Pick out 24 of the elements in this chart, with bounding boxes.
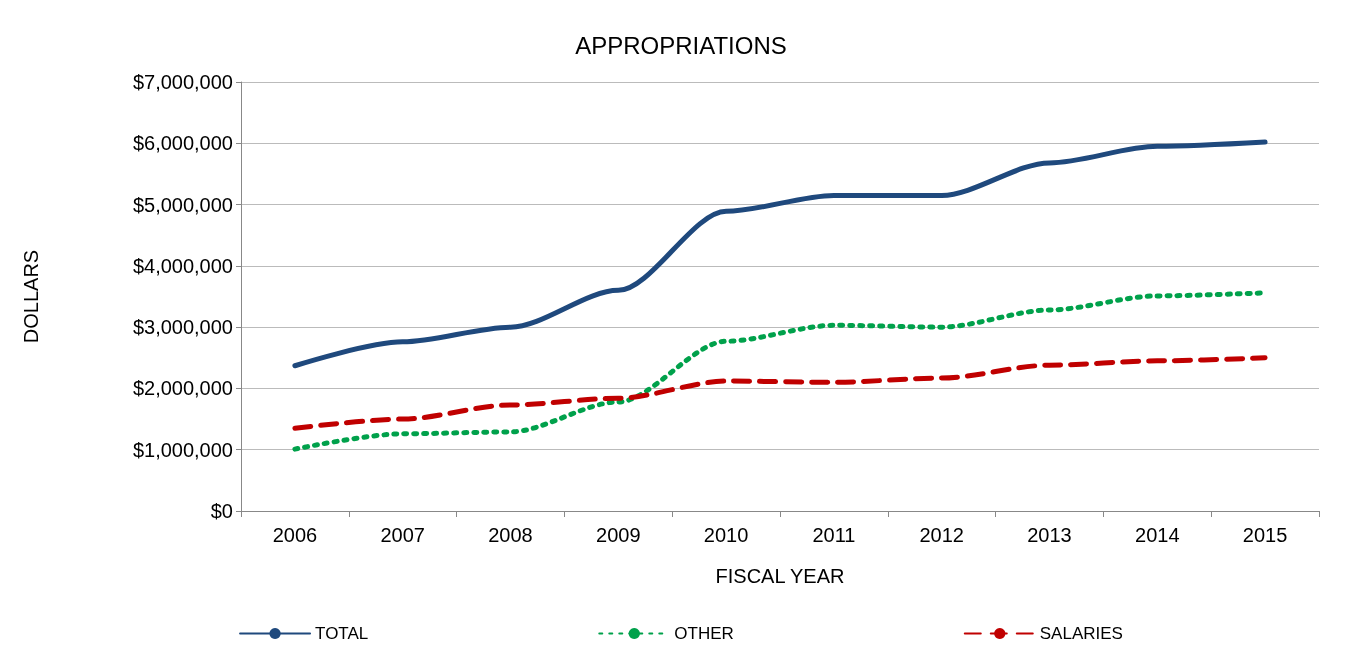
x-tick-label: 2009 xyxy=(596,524,641,546)
legend-label: OTHER xyxy=(674,624,734,643)
y-tick-label: $6,000,000 xyxy=(132,132,233,155)
x-tick-label: 2010 xyxy=(703,524,749,546)
y-tick-label: $0 xyxy=(210,500,233,522)
x-axis-title: FISCAL YEAR xyxy=(715,565,845,587)
y-tick-label: $5,000,000 xyxy=(132,193,233,216)
x-tick-label: 2006 xyxy=(272,524,318,546)
chart-title: APPROPRIATIONS xyxy=(575,31,787,59)
legend-label: TOTAL xyxy=(315,624,369,643)
x-tick-label: 2011 xyxy=(812,524,856,546)
y-tick-label: $4,000,000 xyxy=(132,254,233,277)
y-tick-label: $1,000,000 xyxy=(132,438,233,461)
x-tick-label: 2015 xyxy=(1242,524,1288,546)
y-axis-title: DOLLARS xyxy=(20,249,42,344)
x-tick-label: 2013 xyxy=(1027,524,1072,546)
y-tick-label: $3,000,000 xyxy=(132,316,233,339)
y-tick-label: $7,000,000 xyxy=(132,71,233,93)
x-tick-label: 2014 xyxy=(1135,524,1180,546)
legend-label: SALARIES xyxy=(1039,624,1123,643)
x-tick-label: 2008 xyxy=(488,524,533,546)
x-tick-label: 2012 xyxy=(919,524,964,546)
x-tick-label: 2007 xyxy=(380,524,425,546)
y-tick-label: $2,000,000 xyxy=(132,377,233,400)
